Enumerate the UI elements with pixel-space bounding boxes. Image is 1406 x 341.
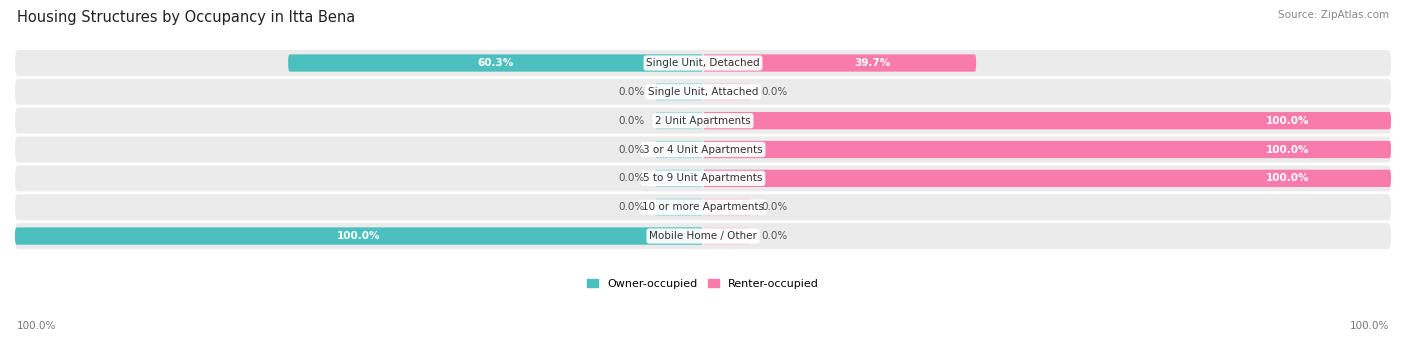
FancyBboxPatch shape <box>655 170 703 187</box>
Text: 0.0%: 0.0% <box>762 202 787 212</box>
Text: 60.3%: 60.3% <box>478 58 513 68</box>
FancyBboxPatch shape <box>15 50 1391 76</box>
FancyBboxPatch shape <box>655 112 703 129</box>
FancyBboxPatch shape <box>703 83 751 101</box>
FancyBboxPatch shape <box>655 141 703 158</box>
Text: 2 Unit Apartments: 2 Unit Apartments <box>655 116 751 126</box>
FancyBboxPatch shape <box>15 136 1391 163</box>
FancyBboxPatch shape <box>15 165 1391 191</box>
Text: 5 to 9 Unit Apartments: 5 to 9 Unit Apartments <box>644 173 762 183</box>
Text: 10 or more Apartments: 10 or more Apartments <box>643 202 763 212</box>
Text: 100.0%: 100.0% <box>17 321 56 331</box>
Text: Mobile Home / Other: Mobile Home / Other <box>650 231 756 241</box>
Legend: Owner-occupied, Renter-occupied: Owner-occupied, Renter-occupied <box>582 275 824 294</box>
Text: 100.0%: 100.0% <box>1265 145 1309 154</box>
Text: 100.0%: 100.0% <box>1350 321 1389 331</box>
Text: 100.0%: 100.0% <box>337 231 381 241</box>
Text: Single Unit, Detached: Single Unit, Detached <box>647 58 759 68</box>
Text: 0.0%: 0.0% <box>619 116 644 126</box>
Text: Single Unit, Attached: Single Unit, Attached <box>648 87 758 97</box>
FancyBboxPatch shape <box>703 227 751 245</box>
Text: 100.0%: 100.0% <box>1265 173 1309 183</box>
FancyBboxPatch shape <box>703 112 1391 129</box>
FancyBboxPatch shape <box>15 194 1391 220</box>
FancyBboxPatch shape <box>703 198 751 216</box>
FancyBboxPatch shape <box>703 54 976 72</box>
FancyBboxPatch shape <box>703 170 1391 187</box>
Text: 0.0%: 0.0% <box>619 87 644 97</box>
FancyBboxPatch shape <box>15 227 703 245</box>
Text: 0.0%: 0.0% <box>619 202 644 212</box>
Text: 0.0%: 0.0% <box>762 231 787 241</box>
FancyBboxPatch shape <box>15 79 1391 105</box>
Text: Source: ZipAtlas.com: Source: ZipAtlas.com <box>1278 10 1389 20</box>
Text: 3 or 4 Unit Apartments: 3 or 4 Unit Apartments <box>643 145 763 154</box>
FancyBboxPatch shape <box>15 223 1391 249</box>
Text: 0.0%: 0.0% <box>619 173 644 183</box>
FancyBboxPatch shape <box>288 54 703 72</box>
FancyBboxPatch shape <box>655 83 703 101</box>
Text: 0.0%: 0.0% <box>762 87 787 97</box>
Text: 39.7%: 39.7% <box>855 58 891 68</box>
Text: 0.0%: 0.0% <box>619 145 644 154</box>
FancyBboxPatch shape <box>15 108 1391 134</box>
FancyBboxPatch shape <box>703 141 1391 158</box>
FancyBboxPatch shape <box>655 198 703 216</box>
Text: Housing Structures by Occupancy in Itta Bena: Housing Structures by Occupancy in Itta … <box>17 10 356 25</box>
Text: 100.0%: 100.0% <box>1265 116 1309 126</box>
